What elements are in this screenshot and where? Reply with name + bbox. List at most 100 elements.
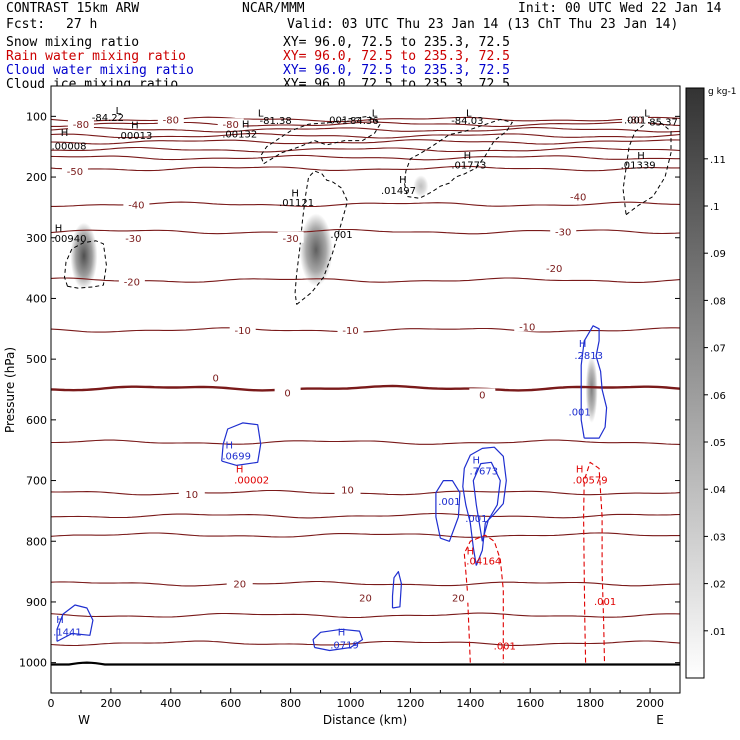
cloud-water-label: .1441 <box>53 627 82 638</box>
isotherm-label: -40 <box>570 192 586 203</box>
x-tick-label: 600 <box>220 697 241 710</box>
cloud-water-label: .2813 <box>574 351 603 362</box>
isotherm-label: 20 <box>452 594 465 605</box>
isotherm-label-bg <box>277 231 304 243</box>
legend-xy: XY= 96.0, 72.5 to 235.3, 72.5 <box>283 35 510 50</box>
isotherm-label-bg <box>67 118 94 130</box>
colorbar-tick-label: .09 <box>710 249 726 260</box>
colorbar <box>685 87 705 679</box>
isotherm-label: 10 <box>185 490 198 501</box>
rain-label: .00002 <box>234 476 269 487</box>
isotherm-label-bg <box>123 198 150 210</box>
colorbar-tick-label: .03 <box>710 532 726 543</box>
isotherm-label-bg <box>118 275 145 287</box>
y-tick-label: 400 <box>26 292 47 305</box>
isotherm-label-bg <box>202 371 229 383</box>
rain-label: .00579 <box>573 476 608 487</box>
rain-contour <box>583 461 606 663</box>
header: CONTRAST 15km ARW NCAR/MMM Init: 00 UTC … <box>6 1 722 32</box>
isotherm-line <box>51 532 680 538</box>
isotherm-label-bg <box>157 113 184 125</box>
x-tick-label: 400 <box>160 697 181 710</box>
ice-label: .01121 <box>279 198 314 209</box>
ice-label: .001 <box>326 116 348 127</box>
cloud-water-label: .001 <box>465 514 487 525</box>
ice-label: H <box>61 128 69 139</box>
cloud-water-label: H <box>473 456 481 467</box>
isotherm-line <box>51 580 680 587</box>
surface-line <box>51 661 680 666</box>
isotherm-label-bg <box>334 483 361 495</box>
snow-blob <box>413 175 429 198</box>
y-tick-label: 300 <box>26 232 47 245</box>
isotherm-label: 0 <box>284 389 290 400</box>
isotherm-line <box>51 165 680 172</box>
snow-blob <box>299 213 333 287</box>
cloud-water-label: .0699 <box>222 451 251 462</box>
ice-label: H <box>242 119 250 130</box>
colorbar-tick-label: .07 <box>710 344 726 355</box>
colorbar-tick-label: .02 <box>710 580 726 591</box>
isotherm-label: -50 <box>67 167 83 178</box>
isotherm-line <box>51 512 680 519</box>
rain-label: .001 <box>594 597 616 608</box>
isotherm-line <box>51 121 680 128</box>
east-label: E <box>656 713 664 727</box>
cloud-water-contour <box>435 480 461 542</box>
isotherm-label: 0 <box>213 373 219 384</box>
snow-blob <box>70 222 98 290</box>
plot-border <box>50 85 681 694</box>
isotherm-label: -80 <box>163 115 179 126</box>
y-tick-label: 1000 <box>19 657 47 670</box>
ice-label: L <box>466 108 472 119</box>
cloud-water-contour <box>580 325 608 439</box>
ice-contour <box>260 115 381 165</box>
y-tick-label: 500 <box>26 353 47 366</box>
isotherm-label-bg <box>217 118 244 130</box>
rain-label: .04164 <box>466 556 501 567</box>
isotherm-label-bg <box>469 388 496 400</box>
ice-contour <box>403 118 513 199</box>
field-legend: Snow mixing ratio XY= 96.0, 72.5 to 235.3… <box>6 35 510 92</box>
isotherm-label: 0 <box>479 390 485 401</box>
ice-label: .00008 <box>51 142 86 153</box>
isotherm-line <box>51 116 680 123</box>
ice-label: H <box>131 120 139 131</box>
cloud-water-label: .7673 <box>469 466 498 477</box>
isotherm-line <box>51 154 680 161</box>
cloud-water-label: .001 <box>569 408 591 419</box>
isotherm-label-bg <box>229 324 256 336</box>
isotherm-label: -10 <box>342 326 358 337</box>
isotherm-label-bg <box>178 487 205 499</box>
x-tick-label: 1800 <box>576 697 604 710</box>
legend-label: Rain water mixing ratio <box>6 49 186 64</box>
fcst-label: Fcst: <box>6 17 45 32</box>
colorbar-tick-label: .01 <box>710 627 726 638</box>
ice-label: -84.03 <box>451 116 483 127</box>
colorbar-tick-label: .11 <box>710 155 726 166</box>
cloud-water-contour <box>312 628 364 652</box>
isotherm-label: -20 <box>124 277 140 288</box>
isotherm-label: -80 <box>73 120 89 131</box>
isotherm-label-bg <box>541 262 568 274</box>
colorbar-unit: g kg-1 <box>708 87 736 97</box>
y-tick-label: 100 <box>26 110 47 123</box>
ice-contours <box>64 115 672 305</box>
isotherm-label-bg <box>550 225 577 237</box>
isotherm-label-bg <box>622 113 649 125</box>
fcst-value: 27 h <box>66 17 97 32</box>
isotherm-label: -20 <box>546 264 562 275</box>
cloud-water-contour <box>472 461 501 542</box>
isotherm-label: -30 <box>282 234 298 245</box>
ice-contour <box>622 121 672 216</box>
cloud-water-contour <box>391 571 402 609</box>
isotherm-label: 20 <box>359 594 372 605</box>
colorbar-tick-label: .05 <box>710 438 726 449</box>
rain-label: .001 <box>494 641 516 652</box>
cloud-water-contour <box>56 604 94 642</box>
x-tick-label: 1400 <box>456 697 484 710</box>
isotherm-line <box>51 439 680 445</box>
cloud-water-label: H <box>338 627 346 638</box>
cloud-water-label: .001 <box>438 497 460 508</box>
